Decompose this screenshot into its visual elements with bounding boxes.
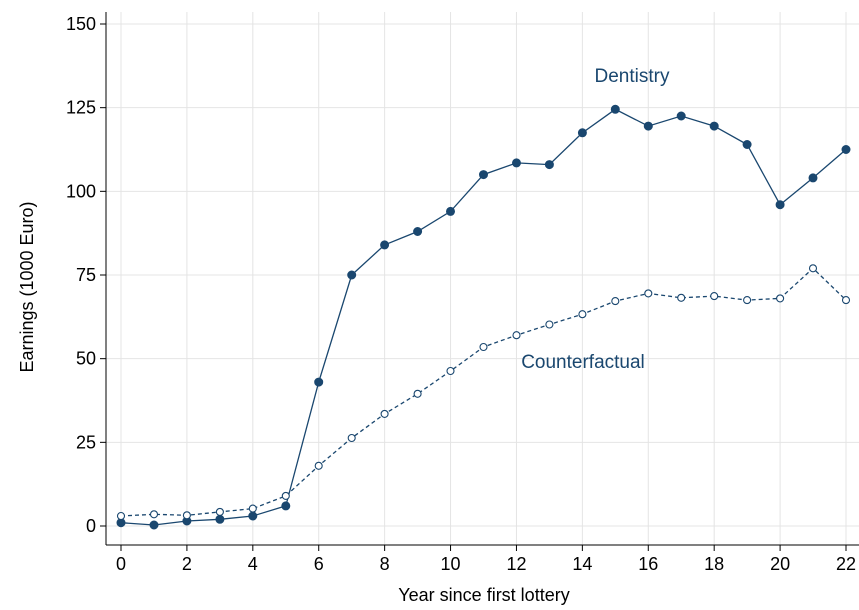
x-tick-label: 0	[116, 554, 126, 574]
data-point-counterfactual	[182, 511, 191, 520]
x-tick-label: 16	[638, 554, 658, 574]
x-tick-label: 20	[770, 554, 790, 574]
x-tick-label: 2	[182, 554, 192, 574]
data-point-dentistry	[281, 501, 291, 511]
data-point-counterfactual	[446, 366, 455, 376]
data-point-dentistry	[676, 111, 686, 121]
data-point-counterfactual	[347, 433, 356, 443]
data-point-dentistry	[347, 270, 357, 280]
y-tick-label: 125	[66, 98, 96, 118]
y-tick-label: 0	[86, 516, 96, 536]
data-point-dentistry	[742, 140, 752, 149]
series	[116, 104, 851, 530]
x-tick-label: 18	[704, 554, 724, 574]
data-point-dentistry	[149, 520, 159, 530]
y-axis-title: Earnings (1000 Euro)	[17, 201, 37, 372]
y-tick-label: 25	[76, 432, 96, 452]
data-point-dentistry	[215, 514, 225, 524]
y-tick-label: 150	[66, 14, 96, 34]
data-point-counterfactual	[776, 294, 785, 303]
y-tick-label: 50	[76, 349, 96, 369]
series-label-dentistry: Dentistry	[595, 66, 670, 87]
data-point-counterfactual	[841, 296, 851, 305]
x-tick-label: 8	[380, 554, 390, 574]
data-point-dentistry	[413, 227, 423, 236]
x-tick-label: 12	[506, 554, 526, 574]
axes	[105, 12, 859, 546]
data-point-counterfactual	[215, 507, 224, 516]
series-line-counterfactual	[120, 267, 847, 517]
y-tick-label: 75	[76, 265, 96, 285]
x-tick-label: 6	[314, 554, 324, 574]
data-point-dentistry	[808, 173, 818, 183]
ticks: 0 25 50 75 100 125 150 0 2 4 6 8 10 12 14 16 18 20 22	[66, 14, 856, 574]
y-tick-label: 100	[66, 181, 96, 201]
data-point-dentistry	[544, 160, 554, 170]
data-point-counterfactual	[149, 510, 159, 519]
x-tick-label: 4	[248, 554, 258, 574]
data-point-dentistry	[643, 121, 653, 131]
x-tick-label: 10	[441, 554, 461, 574]
data-point-counterfactual	[281, 491, 290, 500]
x-tick-label: 14	[572, 554, 592, 574]
data-point-dentistry	[610, 104, 620, 114]
data-point-counterfactual	[611, 297, 620, 306]
data-point-counterfactual	[710, 292, 719, 301]
data-point-dentistry	[775, 200, 785, 210]
data-point-dentistry	[314, 377, 324, 387]
data-point-counterfactual	[314, 461, 323, 470]
gridlines	[106, 12, 859, 545]
data-point-counterfactual	[248, 504, 257, 513]
data-point-counterfactual	[578, 310, 587, 319]
data-point-dentistry	[709, 121, 719, 131]
data-point-counterfactual	[743, 296, 752, 305]
data-point-counterfactual	[808, 264, 818, 273]
data-point-dentistry	[512, 158, 521, 168]
data-point-dentistry	[577, 128, 587, 138]
series-label-counterfactual: Counterfactual	[521, 352, 645, 373]
data-point-dentistry	[380, 240, 390, 250]
x-axis-title: Year since first lottery	[398, 585, 569, 605]
data-point-dentistry	[479, 170, 488, 180]
data-point-counterfactual	[512, 331, 521, 340]
data-point-counterfactual	[413, 389, 422, 398]
data-point-counterfactual	[644, 289, 653, 298]
x-tick-label: 22	[836, 554, 856, 574]
data-point-counterfactual	[479, 342, 488, 352]
data-point-counterfactual	[380, 409, 389, 418]
data-point-dentistry	[841, 145, 851, 154]
data-point-dentistry	[446, 206, 455, 216]
data-point-counterfactual	[545, 320, 554, 329]
data-point-dentistry	[248, 511, 258, 521]
data-point-counterfactual	[677, 293, 686, 302]
data-point-counterfactual	[116, 511, 126, 521]
